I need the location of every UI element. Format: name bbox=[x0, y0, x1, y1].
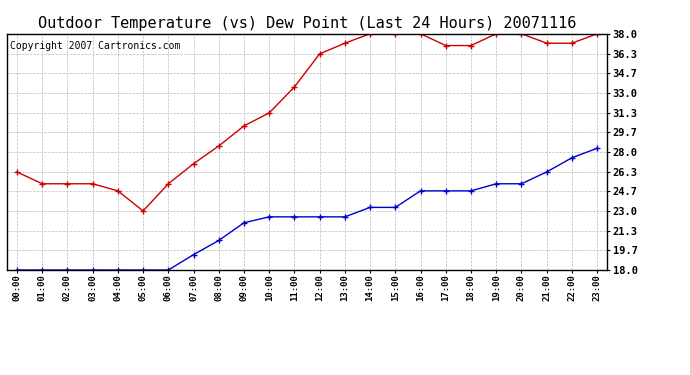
Text: Copyright 2007 Cartronics.com: Copyright 2007 Cartronics.com bbox=[10, 41, 180, 51]
Title: Outdoor Temperature (vs) Dew Point (Last 24 Hours) 20071116: Outdoor Temperature (vs) Dew Point (Last… bbox=[38, 16, 576, 31]
